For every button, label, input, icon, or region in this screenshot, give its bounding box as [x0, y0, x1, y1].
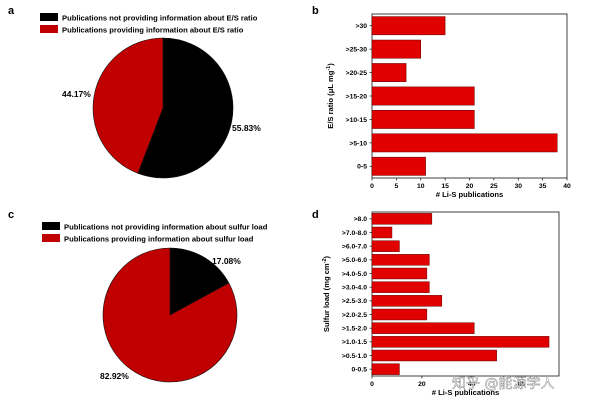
- bar-b-ytick-20-25: >20-25: [346, 70, 368, 77]
- bar-b-bar-10-15: [371, 110, 475, 129]
- panel-letter-d: d: [312, 209, 319, 221]
- bar-d-bar-1-5-2-0: [371, 322, 475, 334]
- bar-d-ytick-2-0-2-5: >2.0-2.5: [342, 312, 367, 319]
- bar-d-bar-2-0-2-5: [371, 308, 428, 321]
- legend-swatch-providing-es: [40, 25, 58, 33]
- bar-d-ytick-0-5-1-0: >0.5-1.0: [342, 353, 367, 360]
- bar-b-ytick-15-20: >15-20: [346, 93, 368, 100]
- bar-d-ytick-7-0-8-0: >7.0-8.0: [342, 230, 367, 237]
- bar-b-xtick-0: 0: [370, 183, 374, 190]
- bar-b-ytick-5-10: >5-10: [349, 140, 367, 147]
- pie-c-slice-0: [169, 247, 230, 316]
- bar-d-xlabel: # Li-S publications: [432, 388, 500, 397]
- bar-d-bar-1-0-1-5: [371, 336, 550, 348]
- watermark: 知乎 @能源学人: [452, 375, 554, 392]
- bar-d-ytick-4-0-5-0: >4.0-5.0: [342, 271, 367, 278]
- legend-label-providing-es: Publications providing information about…: [62, 26, 244, 35]
- bar-d-ytick-2-5-3-0: >2.5-3.0: [342, 298, 367, 305]
- bar-d-bar-7-0-8-0: [371, 226, 393, 239]
- bar-d-bar-8-0: [371, 213, 433, 225]
- bar-d-ytick-5-0-6-0: >5.0-6.0: [342, 257, 367, 264]
- panel-letter-c: c: [8, 209, 14, 221]
- bar-d-bar-0-0-5: [371, 363, 400, 375]
- bar-b-bar-30: [371, 16, 446, 36]
- bar-d-bar-4-0-5-0: [371, 267, 428, 280]
- bar-d-bar-5-0-6-0: [371, 254, 430, 266]
- bar-b-xtick-20: 20: [466, 183, 474, 190]
- bar-d-xtick-60: 60: [518, 381, 526, 388]
- bar-d-ytick-3-0-4-0: >3.0-4.0: [342, 285, 367, 292]
- bar-d-bar-3-0-4-0: [371, 281, 430, 293]
- bar-d-xtick-0: 0: [370, 381, 374, 388]
- bar-d-bar-0-5-1-0: [371, 349, 497, 362]
- bar-d-xtick-40: 40: [468, 381, 476, 388]
- bar-b-ylabel: E/S ratio (μL mg-1): [326, 63, 335, 129]
- panel-d-bar-chart: 0-0.5 >0.5-1.0 >1.0-1.5 >1.5-2.0 >2.0-2.5 >2.…: [322, 211, 560, 397]
- pie-a-label-providing: 44.17%: [62, 89, 91, 99]
- bar-b-xtick-40: 40: [563, 183, 571, 190]
- panel-a-pie-chart: Publications not providing information a…: [40, 13, 261, 179]
- legend-label-providing-sulfur: Publications providing information about…: [64, 235, 254, 244]
- bar-b-bar-15-20: [371, 86, 475, 106]
- bar-b-ytick-25-30: >25-30: [346, 47, 368, 54]
- bar-d-bar-2-5-3-0: [371, 295, 443, 307]
- pie-a: [92, 37, 234, 179]
- bar-d-ytick-1-5-2-0: >1.5-2.0: [342, 326, 367, 333]
- pie-a-label-not-providing: 55.83%: [232, 123, 261, 133]
- pie-c-label-not-providing: 17.08%: [212, 256, 241, 266]
- legend-swatch-not-providing-sulfur: [42, 222, 60, 230]
- panel-letter-a: a: [8, 5, 15, 17]
- bar-b-xtick-25: 25: [490, 183, 498, 190]
- panel-c-pie-chart: Publications not providing information a…: [42, 222, 268, 383]
- panel-b-bar-chart: 0-5 >5-10 >10-15 >15-20 >20-25 >25-30 >30 0 5 10 1…: [326, 13, 571, 199]
- bar-d-bar-6-0-7-0: [371, 240, 400, 252]
- bar-b-xtick-15: 15: [441, 183, 449, 190]
- bar-d-xtick-20: 20: [418, 381, 426, 388]
- bar-d-ylabel: Sulfur load (mg cm-2): [322, 255, 331, 332]
- legend-label-not-providing-es: Publications not providing information a…: [62, 14, 258, 23]
- legend-swatch-providing-sulfur: [42, 234, 60, 242]
- pie-a-slice-0: [137, 37, 234, 179]
- bar-b-xlabel: # Li-S publications: [436, 190, 504, 199]
- bar-d-ytick-6-0-7-0: >6.0-7.0: [342, 244, 367, 251]
- bar-b-xtick-10: 10: [417, 183, 425, 190]
- bar-b-bar-20-25: [371, 63, 407, 82]
- legend-label-not-providing-sulfur: Publications not providing information a…: [64, 223, 268, 232]
- legend-swatch-not-providing-es: [40, 13, 58, 21]
- pie-c-label-providing: 82.92%: [100, 371, 129, 381]
- bar-d-ytick-1-0-1-5: >1.0-1.5: [342, 339, 367, 346]
- bar-d-ytick-0-0-5: 0-0.5: [352, 367, 368, 374]
- bar-b-ytick-0-5: 0-5: [357, 164, 367, 171]
- bar-b-bar-0-5: [371, 156, 426, 176]
- pie-a-slice-1: [92, 37, 164, 174]
- bar-b-xtick-5: 5: [394, 183, 398, 190]
- bar-b-xtick-30: 30: [514, 183, 522, 190]
- bar-b-xtick-35: 35: [539, 183, 547, 190]
- bar-b-ytick-30: >30: [355, 23, 367, 30]
- pie-c-slice-1: [102, 247, 238, 383]
- bar-b-bar-25-30: [371, 39, 421, 59]
- bar-b-ytick-10-15: >10-15: [346, 117, 368, 124]
- panel-letter-b: b: [312, 5, 319, 17]
- bar-b-bar-5-10: [371, 133, 558, 153]
- bar-d-axes-frame: [371, 211, 560, 377]
- pie-c: [102, 247, 238, 383]
- bar-d-ytick-8-0: >8.0: [354, 216, 368, 223]
